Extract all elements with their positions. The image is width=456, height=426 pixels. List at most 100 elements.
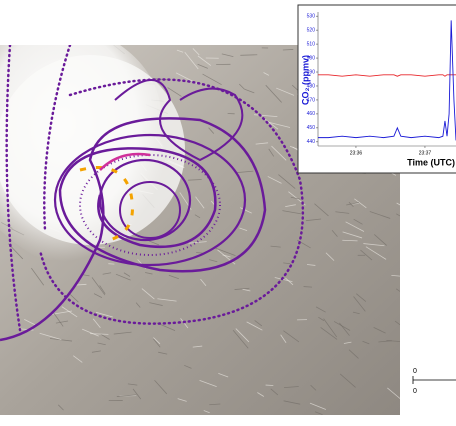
inset-frame [297, 4, 456, 174]
relief-stroke [274, 277, 293, 283]
relief-stroke [395, 288, 400, 292]
relief-stroke [387, 387, 400, 400]
relief-stroke [356, 293, 367, 302]
relief-stroke [254, 320, 263, 327]
relief-stroke [315, 306, 326, 313]
relief-stroke [339, 373, 356, 388]
relief-stroke [132, 388, 142, 400]
relief-stroke [127, 383, 138, 386]
relief-stroke [194, 214, 201, 219]
y-axis-label: CO₂ (ppmv) [300, 55, 310, 105]
relief-stroke [323, 318, 338, 338]
relief-stroke [391, 274, 400, 277]
flight-track [0, 117, 267, 342]
relief-stroke [333, 321, 351, 331]
relief-stroke [280, 334, 287, 343]
relief-stroke [310, 384, 317, 391]
relief-stroke [234, 287, 250, 290]
relief-stroke [309, 402, 327, 410]
relief-stroke [203, 410, 210, 414]
relief-stroke [325, 252, 335, 261]
relief-stroke [343, 341, 352, 344]
flight-track [119, 181, 181, 239]
flight-track-mid [99, 152, 151, 171]
relief-stroke [283, 262, 291, 265]
relief-stroke [360, 249, 373, 261]
relief-stroke [278, 174, 296, 189]
relief-stroke [282, 49, 294, 51]
relief-stroke [188, 241, 207, 244]
y-tick-label: 500 [307, 55, 316, 61]
relief-stroke [369, 211, 391, 219]
relief-stroke [353, 218, 363, 225]
relief-stroke [184, 52, 199, 70]
relief-stroke [270, 388, 279, 396]
y-tick-label: 520 [307, 27, 316, 33]
relief-stroke [362, 340, 370, 345]
relief-stroke [266, 121, 291, 128]
relief-stroke [303, 286, 313, 288]
relief-stroke [73, 355, 83, 363]
relief-stroke [57, 404, 64, 411]
relief-stroke [285, 204, 296, 207]
relief-stroke [283, 330, 300, 343]
relief-stroke [353, 296, 366, 312]
relief-stroke [394, 320, 400, 326]
relief-stroke [232, 330, 249, 349]
relief-stroke [374, 234, 387, 246]
y-tick-label: 480 [307, 83, 316, 89]
relief-stroke [342, 239, 358, 242]
relief-stroke [177, 398, 187, 402]
relief-stroke [239, 227, 248, 231]
x-tick-label: 23:37 [419, 150, 432, 156]
flight-paths [0, 45, 305, 342]
relief-stroke [199, 379, 217, 387]
relief-stroke [335, 211, 350, 214]
relief-stroke [99, 285, 106, 295]
relief-stroke [209, 403, 221, 406]
scale-label: 0 [413, 388, 417, 395]
y-tick-label: 450 [307, 125, 316, 131]
relief-stroke [352, 311, 360, 315]
relief-stroke [345, 221, 365, 232]
y-tick-label: 510 [307, 41, 316, 47]
relief-stroke [257, 392, 265, 397]
flight-track [114, 79, 244, 162]
relief-stroke [236, 170, 254, 174]
relief-stroke [306, 264, 316, 266]
relief-stroke [157, 298, 177, 302]
relief-stroke [386, 340, 400, 342]
relief-stroke [242, 288, 251, 292]
relief-stroke [240, 54, 258, 56]
relief-stroke [153, 337, 161, 345]
relief-stroke [285, 277, 294, 286]
relief-stroke [167, 87, 182, 97]
relief-stroke [268, 148, 275, 157]
relief-stroke [218, 373, 229, 378]
relief-stroke [149, 302, 163, 306]
relief-stroke [305, 218, 322, 222]
relief-stroke [97, 342, 106, 346]
scale-label: 0 [413, 368, 417, 375]
relief-stroke [153, 338, 161, 348]
flight-track [43, 45, 72, 232]
relief-stroke [93, 293, 103, 299]
relief-stroke [214, 247, 236, 256]
scale-bar: 0 0 [412, 368, 456, 395]
y-tick-label: 470 [307, 97, 316, 103]
relief-stroke [192, 48, 200, 56]
relief-stroke [318, 316, 325, 322]
relief-stroke [209, 259, 218, 263]
relief-stroke [235, 328, 250, 343]
relief-stroke [283, 400, 301, 405]
relief-stroke [39, 332, 62, 340]
relief-stroke [342, 231, 363, 239]
relief-stroke [53, 312, 64, 327]
flight-track [53, 133, 247, 267]
relief-stroke [116, 394, 137, 397]
relief-stroke [82, 328, 99, 337]
relief-stroke [184, 364, 192, 369]
y-tick-label: 460 [307, 111, 316, 117]
relief-stroke [141, 288, 155, 300]
relief-stroke [75, 283, 87, 286]
